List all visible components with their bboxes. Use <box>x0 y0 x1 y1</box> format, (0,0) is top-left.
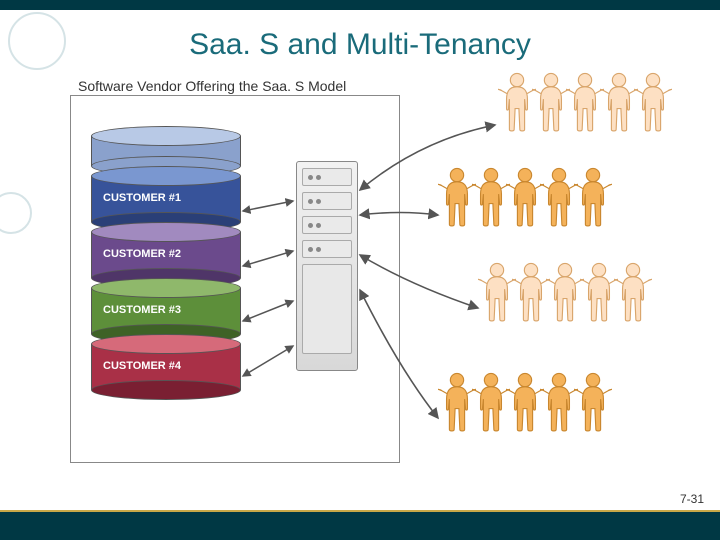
person-icon <box>600 70 638 132</box>
person-icon <box>540 370 578 432</box>
person-icon <box>634 70 672 132</box>
person-icon <box>438 165 476 227</box>
bottom-bar <box>0 510 720 540</box>
people-group-3 <box>480 260 650 322</box>
db-layer-1: CUSTOMER #1 <box>91 166 241 222</box>
db-layer-label: CUSTOMER #4 <box>103 360 181 372</box>
person-icon <box>506 370 544 432</box>
database-stack: CUSTOMER #1 CUSTOMER #2 CUSTOMER #3 CUST… <box>91 126 241 390</box>
people-groups-area <box>420 70 700 470</box>
people-group-2 <box>440 165 610 227</box>
person-icon <box>574 370 612 432</box>
diagram-caption: Software Vendor Offering the Saa. S Mode… <box>78 78 346 94</box>
db-layer-label: CUSTOMER #1 <box>103 192 181 204</box>
person-icon <box>438 370 476 432</box>
person-icon <box>532 70 570 132</box>
person-icon <box>614 260 652 322</box>
person-icon <box>472 165 510 227</box>
person-icon <box>512 260 550 322</box>
diagram-frame: CUSTOMER #1 CUSTOMER #2 CUSTOMER #3 CUST… <box>70 95 400 463</box>
person-icon <box>498 70 536 132</box>
server-rack <box>296 161 358 371</box>
page-number: 7-31 <box>676 491 708 507</box>
person-icon <box>506 165 544 227</box>
db-cap <box>91 126 241 166</box>
db-layer-4: CUSTOMER #4 <box>91 334 241 390</box>
person-icon <box>566 70 604 132</box>
person-icon <box>580 260 618 322</box>
slide-title: Saa. S and Multi-Tenancy <box>0 28 720 62</box>
person-icon <box>472 370 510 432</box>
db-layer-label: CUSTOMER #3 <box>103 304 181 316</box>
db-layer-label: CUSTOMER #2 <box>103 248 181 260</box>
person-icon <box>546 260 584 322</box>
people-group-1 <box>500 70 670 132</box>
db-layer-3: CUSTOMER #3 <box>91 278 241 334</box>
person-icon <box>540 165 578 227</box>
person-icon <box>574 165 612 227</box>
person-icon <box>478 260 516 322</box>
top-bar <box>0 0 720 10</box>
people-group-4 <box>440 370 610 432</box>
db-layer-2: CUSTOMER #2 <box>91 222 241 278</box>
